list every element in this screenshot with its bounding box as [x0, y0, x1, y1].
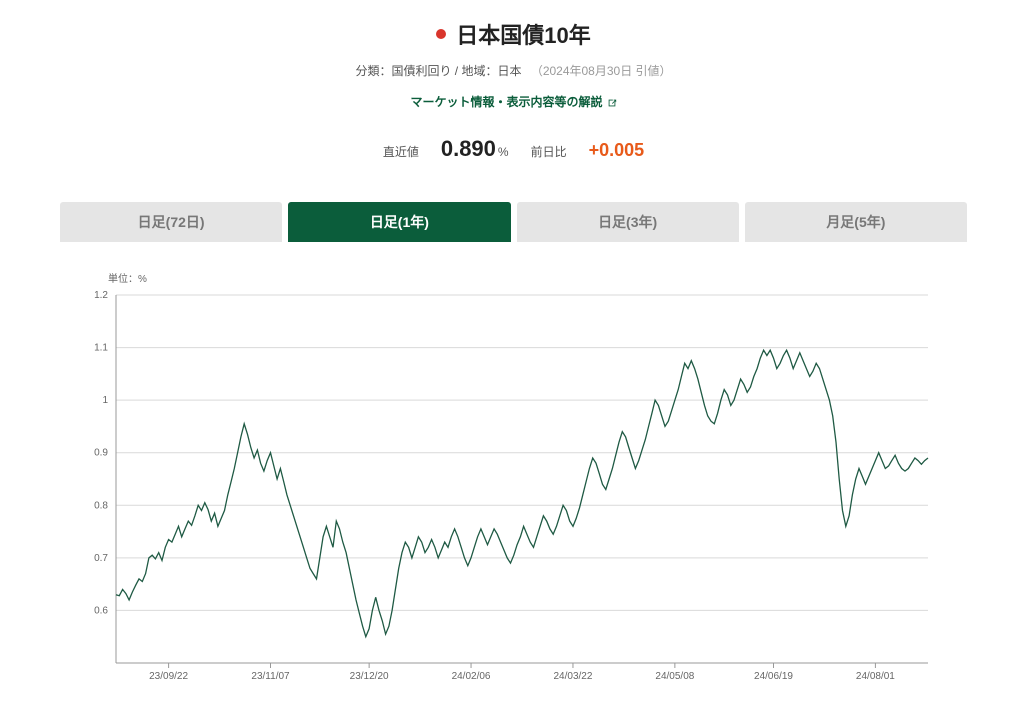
svg-text:24/06/19: 24/06/19 [754, 671, 793, 682]
range-tab-1[interactable]: 日足(1年) [288, 202, 510, 242]
page-container: 日本国債10年 分類：国債利回り / 地域：日本 （2024年08月30日 引値… [0, 0, 1027, 689]
external-link-icon [607, 97, 617, 107]
change-label: 前日比 [531, 143, 567, 160]
latest-label: 直近値 [383, 143, 419, 160]
svg-text:23/12/20: 23/12/20 [350, 671, 389, 682]
subtitle-date: （2024年08月30日 引値） [531, 64, 672, 78]
svg-text:1.2: 1.2 [94, 290, 108, 301]
range-tab-0[interactable]: 日足(72日) [60, 202, 282, 242]
subtitle-classification: 分類：国債利回り / 地域：日本 [355, 64, 521, 78]
svg-text:23/11/07: 23/11/07 [251, 671, 290, 682]
latest-unit: % [498, 145, 509, 159]
svg-text:24/05/08: 24/05/08 [655, 671, 694, 682]
market-info-link[interactable]: マーケット情報・表示内容等の解説 [410, 93, 602, 110]
page-title: 日本国債10年 [456, 18, 590, 50]
latest-value: 0.890 [441, 136, 496, 161]
chart-area: 単位：% 0.6 0.7 0.8 0.9 1 1.1 1.2 23/09/22 23/11/07… [60, 270, 967, 689]
header: 日本国債10年 分類：国債利回り / 地域：日本 （2024年08月30日 引値… [0, 18, 1027, 162]
svg-text:0.8: 0.8 [94, 500, 108, 511]
svg-text:0.6: 0.6 [94, 605, 108, 616]
status-dot-icon [436, 29, 446, 39]
range-tab-2[interactable]: 日足(3年) [517, 202, 739, 242]
info-link-row: マーケット情報・表示内容等の解説 [0, 93, 1027, 110]
svg-text:24/08/01: 24/08/01 [856, 671, 895, 682]
svg-text:0.9: 0.9 [94, 448, 108, 459]
svg-text:24/03/22: 24/03/22 [553, 671, 592, 682]
change-value: +0.005 [589, 140, 645, 161]
svg-text:24/02/06: 24/02/06 [452, 671, 491, 682]
values-row: 直近値 0.890% 前日比 +0.005 [0, 136, 1027, 162]
svg-text:0.7: 0.7 [94, 553, 108, 564]
range-tab-3[interactable]: 月足(5年) [745, 202, 967, 242]
title-row: 日本国債10年 [0, 18, 1027, 50]
svg-text:1: 1 [102, 395, 108, 406]
svg-text:23/09/22: 23/09/22 [149, 671, 188, 682]
subtitle-row: 分類：国債利回り / 地域：日本 （2024年08月30日 引値） [0, 62, 1027, 79]
line-chart: 0.6 0.7 0.8 0.9 1 1.1 1.2 23/09/22 23/11/07 23/12… [60, 289, 940, 689]
chart-unit-label: 単位：% [108, 270, 967, 285]
range-tabs: 日足(72日)日足(1年)日足(3年)月足(5年) [60, 202, 967, 242]
latest-value-group: 0.890% [441, 136, 509, 162]
svg-text:1.1: 1.1 [94, 343, 108, 354]
